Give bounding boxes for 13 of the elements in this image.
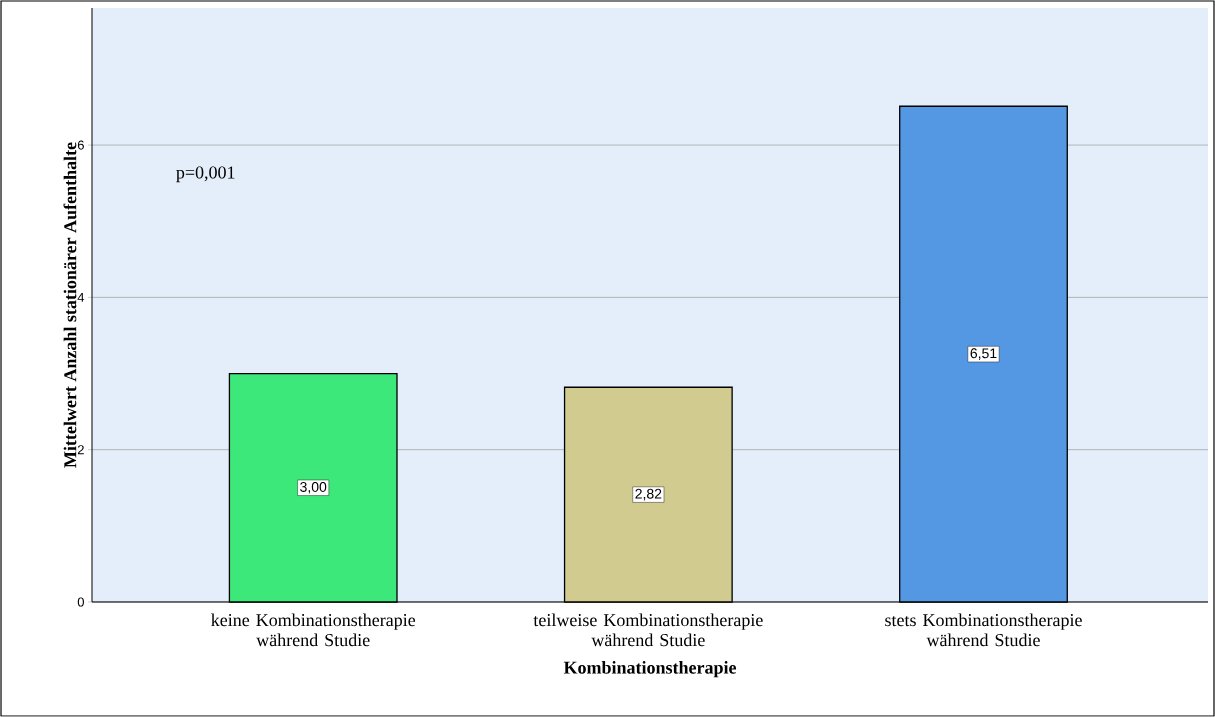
x-tick-label: teilweise Kombinationstherapie während Studie — [533, 613, 763, 647]
y-axis-title: Mittelwert Anzahl stationärer Aufenthalte — [63, 142, 77, 468]
y-tick-label: 6 — [77, 140, 84, 150]
x-axis-title: Kombinationstherapie — [563, 661, 737, 678]
data-label: 2,82 — [635, 488, 662, 501]
x-tick-label: keine Kombinationstherapie während Studie — [211, 613, 416, 647]
y-tick-label: 0 — [77, 597, 84, 607]
data-label: 6,51 — [970, 348, 997, 360]
annotation: p=0,001 — [176, 166, 235, 183]
x-tick-label: stets Kombinationstherapie während Studie — [885, 613, 1082, 647]
y-tick-label: 4 — [77, 292, 85, 302]
data-label: 3,00 — [300, 481, 327, 494]
y-tick-label: 2 — [77, 445, 84, 455]
